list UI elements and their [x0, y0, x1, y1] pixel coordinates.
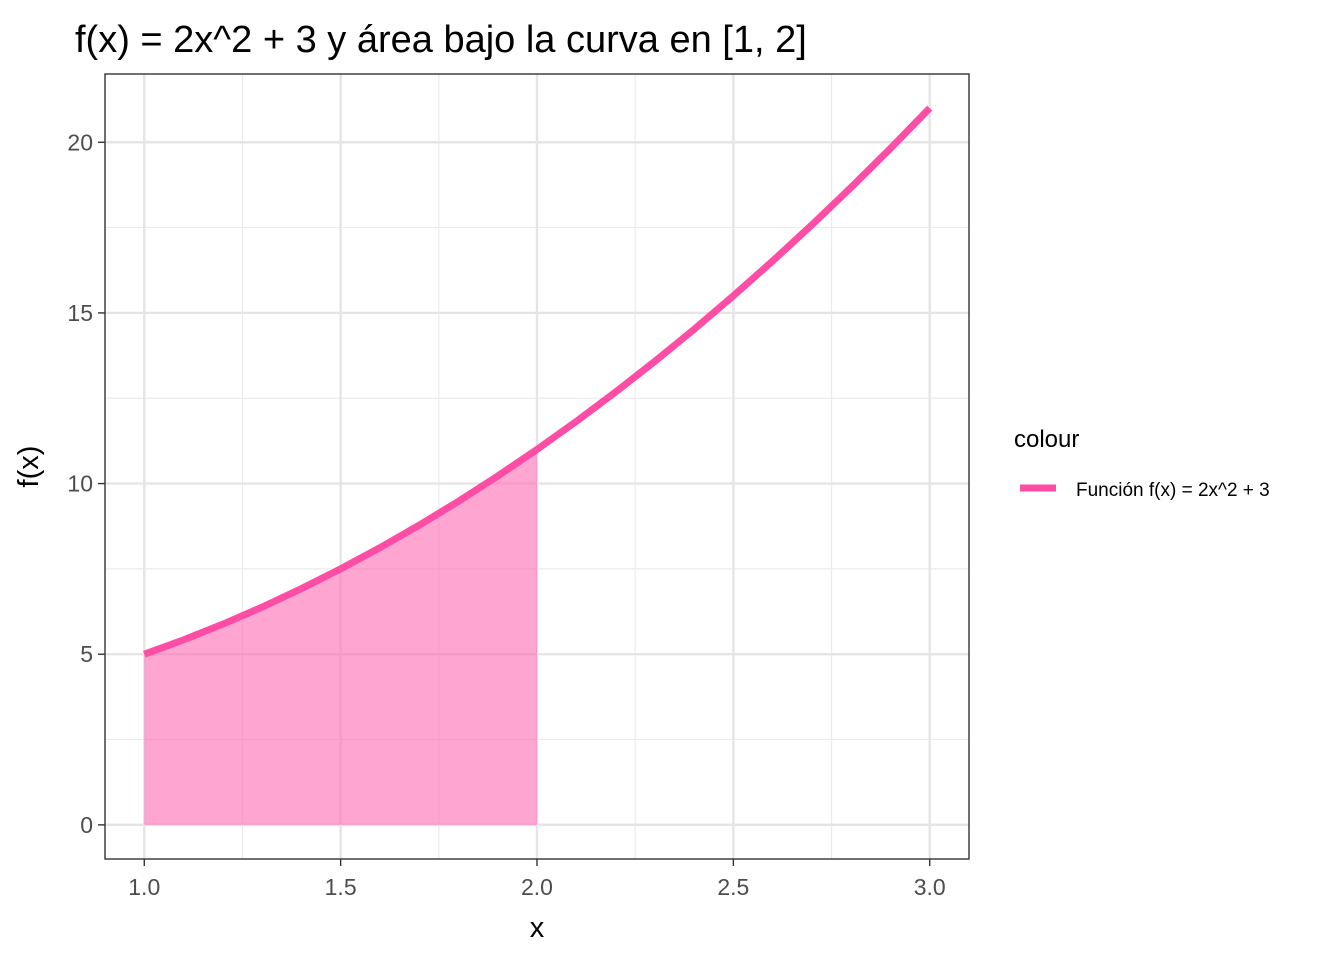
series-line	[143, 105, 933, 658]
x-tick-label: 1.0	[128, 874, 160, 900]
legend: colour Función f(x) = 2x^2 + 3	[1014, 426, 1270, 501]
plot-area	[104, 73, 970, 860]
y-tick-label: 15	[67, 300, 93, 326]
x-tick-label: 2.5	[717, 874, 749, 900]
y-tick-label: 20	[67, 129, 93, 155]
chart-title: f(x) = 2x^2 + 3 y área bajo la curva en …	[75, 19, 807, 61]
legend-title: colour	[1014, 426, 1079, 453]
legend-label: Función f(x) = 2x^2 + 3	[1076, 480, 1270, 501]
x-tick-label: 3.0	[914, 874, 946, 900]
y-tick-label: 10	[67, 471, 93, 497]
x-tick-label: 1.5	[325, 874, 357, 900]
y-tick-label: 0	[80, 812, 93, 838]
x-axis-title: x	[530, 912, 545, 944]
y-axis-title: f(x)	[13, 446, 45, 488]
y-tick-label: 5	[80, 641, 93, 667]
area-under-curve	[144, 449, 538, 825]
x-tick-label: 2.0	[521, 874, 553, 900]
